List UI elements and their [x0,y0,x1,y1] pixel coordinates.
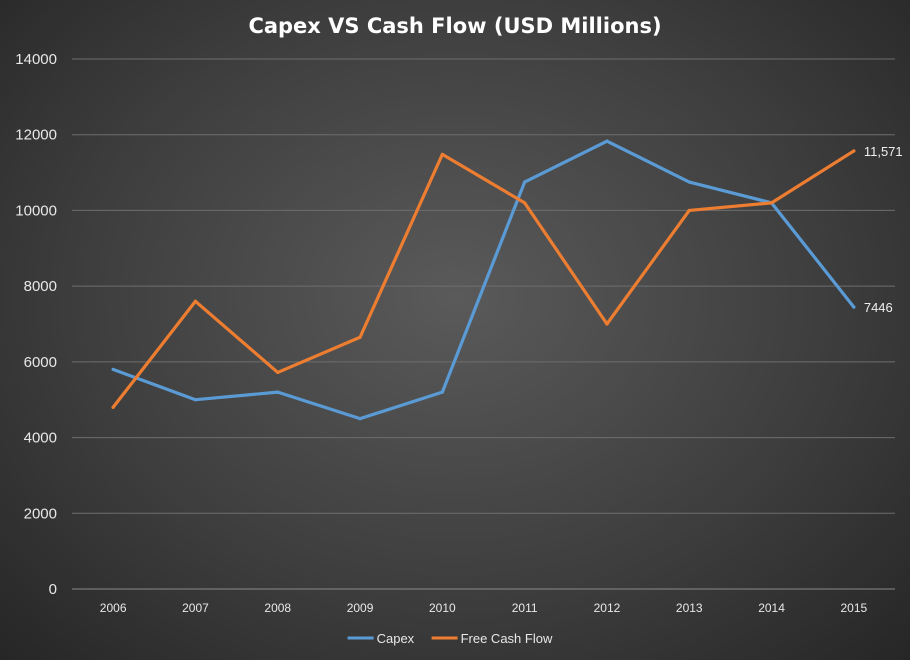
x-tick-label: 2014 [758,601,785,615]
legend-item: Capex [347,631,415,646]
series-line-capex [111,139,856,421]
x-tick-label: 2011 [512,601,538,615]
data-point [523,180,527,184]
data-point [111,405,115,409]
data-labels: 7446 11,571 [864,144,903,315]
data-point [440,152,444,156]
y-tick-label: 12000 [15,127,57,144]
data-point [358,417,362,421]
y-tick-label: 10000 [15,202,57,219]
data-point [605,322,609,326]
x-tick-label: 2008 [264,601,291,615]
y-tick-label: 6000 [24,354,57,371]
data-point [523,201,527,205]
grid-layer [72,58,895,590]
legend: Capex Free Cash Flow [347,631,553,646]
data-point [852,305,856,309]
x-tick-label: 2006 [100,601,127,615]
data-point [687,180,691,184]
y-tick-label: 14000 [15,51,57,68]
x-tick-label: 2013 [676,601,703,615]
data-point [687,208,691,213]
y-tick-label: 4000 [24,430,57,447]
legend-item: Free Cash Flow [431,631,553,646]
x-tick-label: 2007 [182,601,209,615]
chart-title: Capex VS Cash Flow (USD Millions) [248,14,661,38]
x-tick-label: 2009 [347,601,374,615]
x-tick-label: 2015 [840,601,867,615]
x-tick-label: 2010 [429,601,456,615]
legend-label: Capex [377,631,415,646]
data-point [440,390,444,394]
data-point [605,139,609,143]
legend-label: Free Cash Flow [461,631,553,646]
y-tick-label: 2000 [24,505,57,522]
series-layer [111,139,856,421]
data-point [276,390,280,394]
series-line-free-cash-flow [111,149,856,409]
y-tick-label: 0 [49,581,57,598]
data-point [852,149,856,153]
y-axis-ticks: 0 2000 4000 6000 8000 10000 12000 14000 [15,51,57,598]
data-point [769,201,774,205]
data-label: 11,571 [864,144,903,159]
data-point [358,335,362,339]
data-point [193,299,198,303]
data-point [276,370,280,375]
data-point [111,367,115,372]
y-tick-label: 8000 [24,278,57,295]
data-label: 7446 [864,300,893,315]
x-tick-label: 2012 [594,601,621,615]
data-point [193,398,198,402]
x-axis-ticks: 2006 2007 2008 2009 2010 2011 2012 2013 2014 2015 [100,601,868,615]
